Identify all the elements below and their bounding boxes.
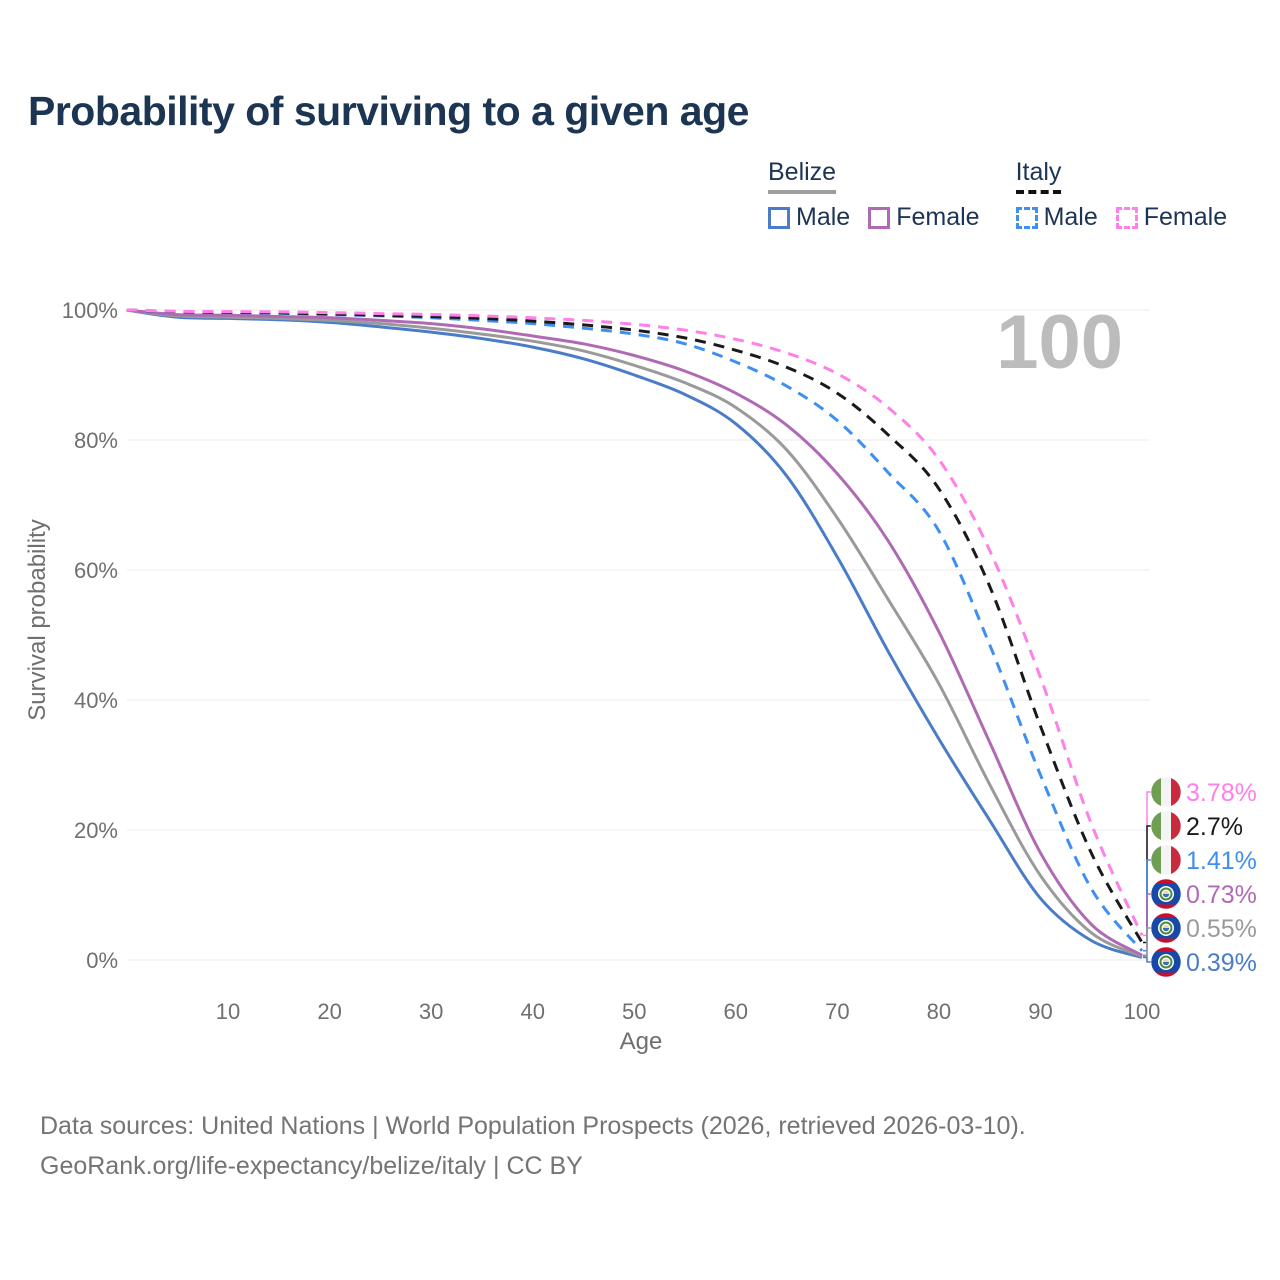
y-tick-label: 20% — [74, 818, 118, 843]
y-axis-title: Survival probability — [24, 519, 51, 720]
italy-flag-icon — [1150, 776, 1182, 808]
y-tick-label: 80% — [74, 428, 118, 453]
end-value-label-italy-female: 3.78% — [1186, 779, 1257, 807]
legend-group-italy: Italy Male Female — [1015, 158, 1228, 232]
end-value-labels: 3.78% 2.7% 1.41% 0.73% 0.55% 0.39% — [1186, 779, 1257, 977]
end-label-connectors — [1143, 791, 1152, 963]
y-tick-label: 40% — [74, 688, 118, 713]
belize-flag-icon — [1150, 912, 1182, 944]
belize-male-swatch-icon — [768, 206, 790, 229]
x-axis-title: Age — [620, 1028, 663, 1055]
curve-italy-both[interactable] — [126, 308, 1144, 944]
x-tick-label: 90 — [1028, 999, 1052, 1024]
belize-female-swatch-icon — [868, 206, 891, 229]
legend-item-label: Female — [896, 203, 980, 231]
italy-flag-icon — [1150, 810, 1182, 842]
survival-curves — [126, 308, 1144, 959]
legend-item-belize-male[interactable]: Male — [768, 203, 850, 232]
end-value-label-italy-male: 1.41% — [1186, 847, 1257, 875]
legend-items-belize: Male Female — [768, 203, 980, 232]
x-axis-tick-labels: 10 20 30 40 50 60 70 80 90 100 — [216, 999, 1161, 1024]
legend-item-italy-female[interactable]: Female — [1115, 203, 1228, 232]
curve-belize-both[interactable] — [126, 308, 1143, 958]
x-tick-label: 70 — [825, 999, 849, 1024]
footer: Data sources: United Nations | World Pop… — [40, 1106, 1026, 1186]
curve-belize-female[interactable] — [126, 308, 1143, 957]
legend-item-label: Male — [796, 203, 851, 231]
page-title: Probability of surviving to a given age — [28, 88, 749, 134]
legend-item-italy-male[interactable]: Male — [1015, 203, 1098, 232]
gridlines — [127, 309, 1150, 961]
x-tick-label: 50 — [622, 999, 646, 1024]
y-tick-label: 100% — [62, 298, 118, 323]
belize-flag-icon — [1150, 878, 1182, 910]
x-tick-label: 20 — [317, 999, 341, 1024]
curve-italy-male[interactable] — [126, 308, 1144, 952]
curve-italy-female[interactable] — [126, 308, 1144, 937]
curve-belize-male[interactable] — [126, 308, 1143, 959]
end-value-label-belize-male: 0.39% — [1186, 949, 1257, 977]
x-tick-label: 60 — [724, 999, 748, 1024]
hover-age-watermark: 100 — [996, 300, 1123, 385]
end-label-connector — [1143, 956, 1152, 963]
x-tick-label: 40 — [520, 999, 544, 1024]
legend-items-italy: Male Female — [1015, 203, 1228, 232]
legend-country-belize[interactable]: Belize — [768, 158, 837, 194]
legend: Belize Male Female Italy Male Female — [768, 158, 1227, 232]
footer-sources: Data sources: United Nations | World Pop… — [40, 1112, 1026, 1140]
x-tick-label: 100 — [1124, 999, 1161, 1024]
end-value-label-italy-both: 2.7% — [1186, 813, 1243, 841]
legend-group-belize: Belize Male Female — [768, 158, 980, 232]
x-tick-label: 10 — [216, 999, 240, 1024]
y-tick-label: 60% — [74, 558, 118, 583]
footer-attribution: GeoRank.org/life-expectancy/belize/italy… — [40, 1152, 583, 1180]
x-tick-label: 30 — [419, 999, 443, 1024]
end-value-label-belize-female: 0.73% — [1186, 881, 1257, 909]
italy-flag-icon — [1150, 844, 1182, 876]
legend-item-label: Female — [1143, 203, 1228, 231]
end-label-connector — [1143, 893, 1152, 957]
end-label-flags — [1150, 776, 1182, 978]
end-value-label-belize-both: 0.55% — [1186, 915, 1257, 943]
y-tick-label: 0% — [86, 948, 118, 973]
italy-male-swatch-icon — [1015, 206, 1038, 229]
legend-item-belize-female[interactable]: Female — [868, 203, 980, 232]
belize-flag-icon — [1150, 946, 1182, 978]
x-tick-label: 80 — [927, 999, 951, 1024]
italy-female-swatch-icon — [1115, 206, 1138, 229]
y-axis-tick-labels: 100% 80% 60% 40% 20% 0% — [62, 298, 118, 973]
end-label-connector — [1143, 927, 1152, 958]
legend-item-label: Male — [1043, 203, 1098, 231]
legend-country-italy[interactable]: Italy — [1015, 158, 1062, 194]
